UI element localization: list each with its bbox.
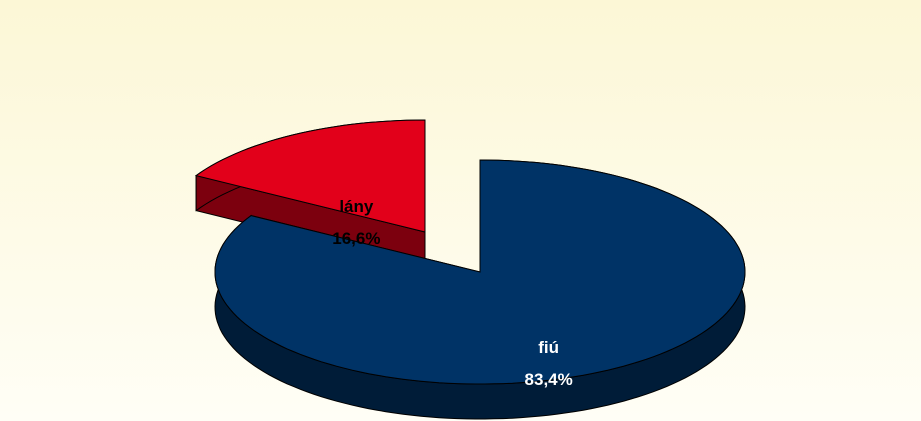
slice-value-label: 83,4% [525,370,573,389]
slice [214,159,746,385]
slice-value-label: 16,6% [332,229,380,248]
slice [194,119,426,233]
slice-label: lány [339,197,374,216]
slice-label: fiú [538,338,559,357]
